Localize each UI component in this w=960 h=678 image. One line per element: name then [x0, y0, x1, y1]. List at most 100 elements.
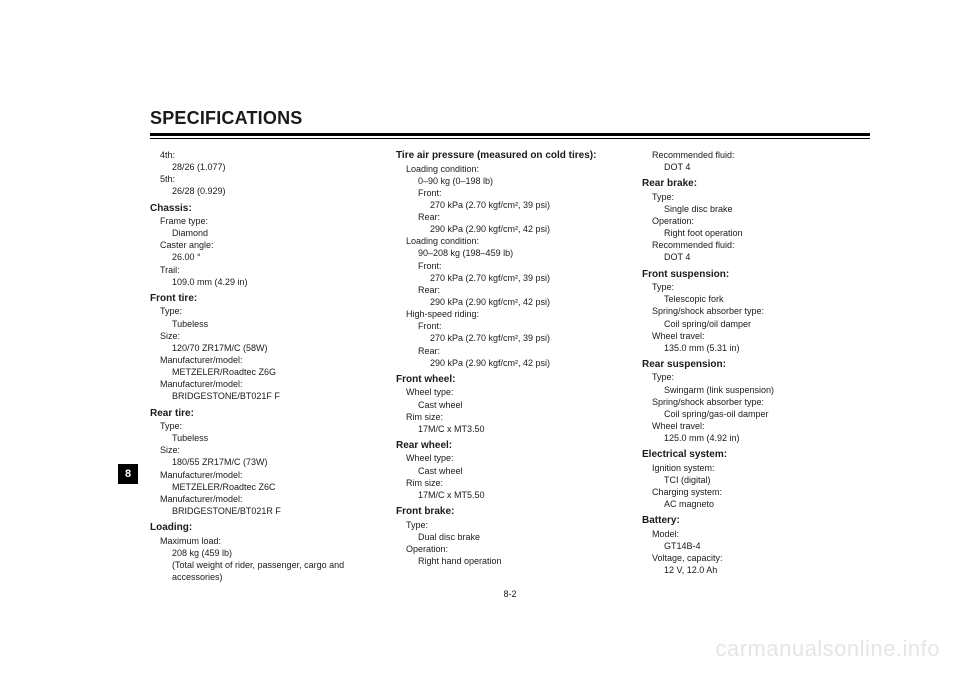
spec-label: Maximum load: [160, 535, 378, 547]
spec-value: 290 kPa (2.90 kgf/cm², 42 psi) [430, 223, 624, 235]
spec-value: 270 kPa (2.70 kgf/cm², 39 psi) [430, 199, 624, 211]
spec-label: Spring/shock absorber type: [652, 305, 870, 317]
spec-label: Wheel travel: [652, 330, 870, 342]
spec-label: Recommended fluid: [652, 239, 870, 251]
spec-heading: Rear suspension: [642, 358, 870, 372]
spec-heading: Front tire: [150, 292, 378, 306]
spec-value: Dual disc brake [418, 531, 624, 543]
spec-value: 26.00 ° [172, 251, 378, 263]
spec-label: Type: [406, 519, 624, 531]
spec-label: Charging system: [652, 486, 870, 498]
spec-label: Voltage, capacity: [652, 552, 870, 564]
spec-value: BRIDGESTONE/BT021F F [172, 390, 378, 402]
spec-heading: Front brake: [396, 505, 624, 519]
spec-value: 180/55 ZR17M/C (73W) [172, 456, 378, 468]
spec-label: Rear: [418, 211, 624, 223]
spec-value: Tubeless [172, 432, 378, 444]
spec-value: Cast wheel [418, 399, 624, 411]
spec-heading: Rear wheel: [396, 439, 624, 453]
spec-label: Type: [652, 281, 870, 293]
spec-label: Rim size: [406, 411, 624, 423]
spec-value: Right hand operation [418, 555, 624, 567]
spec-value: 17M/C x MT5.50 [418, 489, 624, 501]
spec-heading: Chassis: [150, 202, 378, 216]
spec-value: 290 kPa (2.90 kgf/cm², 42 psi) [430, 296, 624, 308]
spec-label: Manufacturer/model: [160, 493, 378, 505]
spec-value: 125.0 mm (4.92 in) [664, 432, 870, 444]
spec-value: 120/70 ZR17M/C (58W) [172, 342, 378, 354]
spec-heading: Front wheel: [396, 373, 624, 387]
spec-value: 90–208 kg (198–459 lb) [418, 247, 624, 259]
spec-value: Cast wheel [418, 465, 624, 477]
spec-value: Single disc brake [664, 203, 870, 215]
spec-label: Manufacturer/model: [160, 469, 378, 481]
spec-label: Rim size: [406, 477, 624, 489]
spec-label: Loading condition: [406, 163, 624, 175]
spec-value: 270 kPa (2.70 kgf/cm², 39 psi) [430, 272, 624, 284]
spec-label: 5th: [160, 173, 378, 185]
spec-value: METZELER/Roadtec Z6C [172, 481, 378, 493]
spec-label: Front: [418, 320, 624, 332]
column-2: Tire air pressure (measured on cold tire… [396, 149, 624, 583]
spec-value: DOT 4 [664, 251, 870, 263]
spec-label: Ignition system: [652, 462, 870, 474]
spec-label: Rear: [418, 345, 624, 357]
spec-label: Type: [160, 305, 378, 317]
spec-value: TCI (digital) [664, 474, 870, 486]
spec-value: 17M/C x MT3.50 [418, 423, 624, 435]
spec-label: Wheel travel: [652, 420, 870, 432]
spec-value: Tubeless [172, 318, 378, 330]
spec-value: 290 kPa (2.90 kgf/cm², 42 psi) [430, 357, 624, 369]
column-1: 4th: 28/26 (1.077) 5th: 26/28 (0.929) Ch… [150, 149, 378, 583]
spec-label: Type: [160, 420, 378, 432]
spec-heading: Tire air pressure (measured on cold tire… [396, 149, 624, 163]
spec-value: GT14B-4 [664, 540, 870, 552]
spec-heading: Front suspension: [642, 268, 870, 282]
page: SPECIFICATIONS 4th: 28/26 (1.077) 5th: 2… [150, 108, 870, 599]
spec-value: Diamond [172, 227, 378, 239]
spec-value: AC magneto [664, 498, 870, 510]
spec-value: 12 V, 12.0 Ah [664, 564, 870, 576]
spec-value: Right foot operation [664, 227, 870, 239]
spec-heading: Electrical system: [642, 448, 870, 462]
spec-value: Coil spring/gas-oil damper [664, 408, 870, 420]
spec-label: Model: [652, 528, 870, 540]
spec-label: Spring/shock absorber type: [652, 396, 870, 408]
spec-label: High-speed riding: [406, 308, 624, 320]
column-3: Recommended fluid: DOT 4 Rear brake: Typ… [642, 149, 870, 583]
spec-label: Operation: [406, 543, 624, 555]
spec-label: Trail: [160, 264, 378, 276]
spec-label: Frame type: [160, 215, 378, 227]
spec-label: Front: [418, 260, 624, 272]
spec-value: DOT 4 [664, 161, 870, 173]
spec-value: BRIDGESTONE/BT021R F [172, 505, 378, 517]
page-title: SPECIFICATIONS [150, 108, 870, 129]
rule-thick [150, 133, 870, 136]
spec-heading: Rear tire: [150, 407, 378, 421]
spec-value: 0–90 kg (0–198 lb) [418, 175, 624, 187]
spec-label: Rear: [418, 284, 624, 296]
page-number: 8-2 [150, 589, 870, 599]
spec-value: METZELER/Roadtec Z6G [172, 366, 378, 378]
spec-value: 270 kPa (2.70 kgf/cm², 39 psi) [430, 332, 624, 344]
spec-label: Manufacturer/model: [160, 378, 378, 390]
spec-heading: Battery: [642, 514, 870, 528]
spec-value: 109.0 mm (4.29 in) [172, 276, 378, 288]
spec-label: Type: [652, 191, 870, 203]
spec-label: Wheel type: [406, 452, 624, 464]
spec-label: Type: [652, 371, 870, 383]
watermark: carmanualsonline.info [715, 636, 940, 662]
spec-heading: Loading: [150, 521, 378, 535]
spec-value: 28/26 (1.077) [172, 161, 378, 173]
spec-value: accessories) [172, 571, 378, 583]
spec-value: 208 kg (459 lb) [172, 547, 378, 559]
section-tab: 8 [118, 464, 138, 484]
spec-value: Coil spring/oil damper [664, 318, 870, 330]
spec-value: 26/28 (0.929) [172, 185, 378, 197]
rule-thin [150, 138, 870, 139]
spec-value: Swingarm (link suspension) [664, 384, 870, 396]
spec-label: Front: [418, 187, 624, 199]
spec-label: Size: [160, 444, 378, 456]
spec-label: Operation: [652, 215, 870, 227]
spec-value: 135.0 mm (5.31 in) [664, 342, 870, 354]
